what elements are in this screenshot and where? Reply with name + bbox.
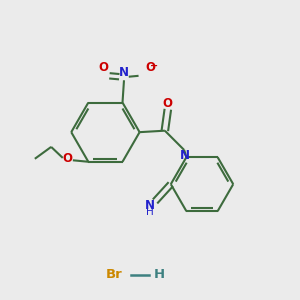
Text: O: O [146,61,156,74]
Text: H: H [153,268,164,281]
Text: N: N [119,66,129,79]
Text: O: O [163,98,173,110]
Text: −: − [150,61,158,70]
Text: N: N [180,149,190,162]
Text: O: O [62,152,73,165]
Text: H: H [146,207,154,218]
Text: Br: Br [106,268,123,281]
Text: N: N [145,199,155,212]
Text: O: O [98,61,108,74]
